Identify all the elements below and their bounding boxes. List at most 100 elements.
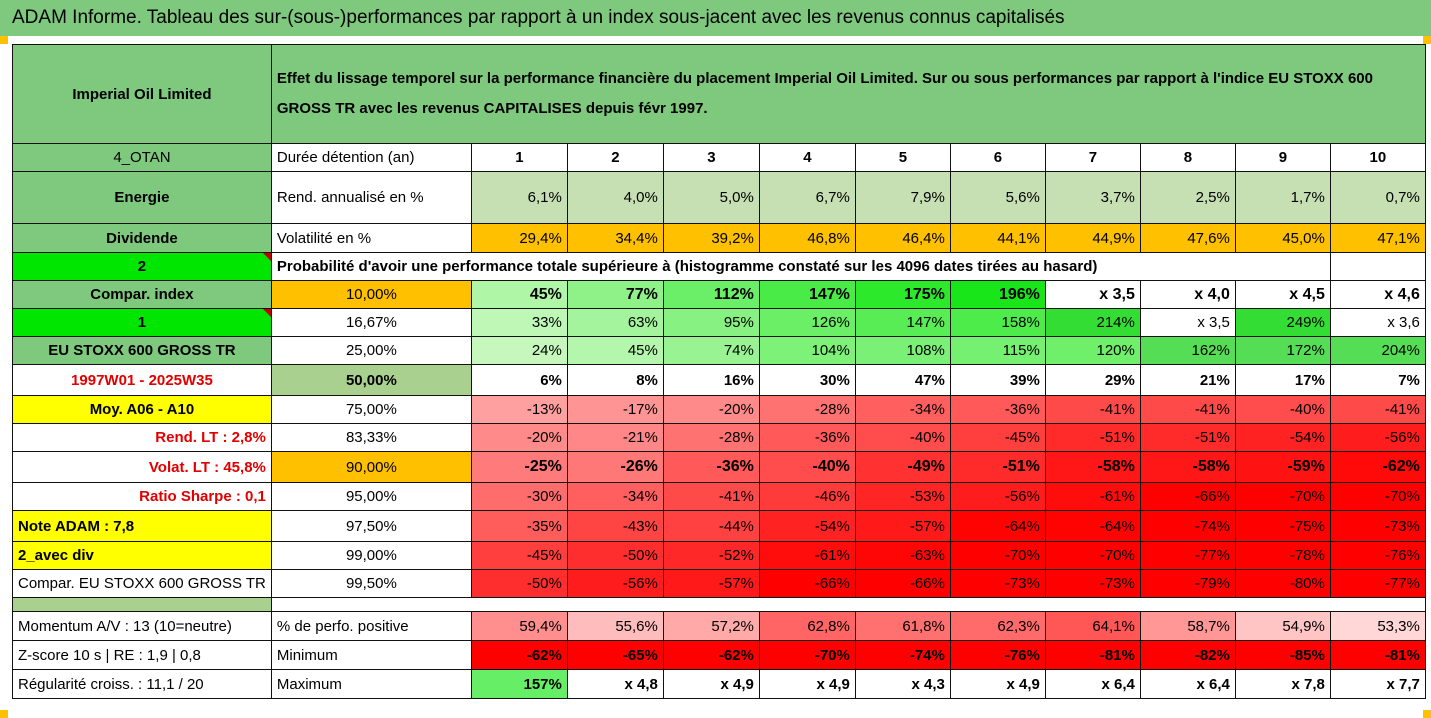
quantile-value: -28% bbox=[758, 395, 856, 424]
quantile-value: -54% bbox=[758, 510, 856, 542]
positive-performance-value: 64,1% bbox=[1044, 611, 1141, 641]
maximum-value: x 4,9 bbox=[949, 669, 1046, 699]
quantile-value: 162% bbox=[1139, 336, 1236, 365]
quantile-value: -79% bbox=[1139, 569, 1236, 598]
positive-performance-value: 54,9% bbox=[1234, 611, 1331, 641]
return-label: Rend. annualisé en % bbox=[270, 171, 472, 224]
quantile-value: x 4,6 bbox=[1329, 280, 1426, 309]
quantile-value: x 4,0 bbox=[1139, 280, 1236, 309]
quantile-value: -57% bbox=[854, 510, 951, 542]
return-value: 6,1% bbox=[470, 171, 568, 224]
quantile-row: Rend. LT : 2,8% 83,33% -20% -21% -28% -36% -40… bbox=[12, 423, 1426, 452]
quantile-value: -56% bbox=[1329, 423, 1426, 452]
summary-row: Z-score 10 s | RE : 1,9 | 0,8 Minimum -62%… bbox=[12, 640, 1426, 670]
quantile-value: -64% bbox=[1044, 510, 1141, 542]
quantile-value: -52% bbox=[662, 541, 760, 570]
minimum-value: -81% bbox=[1329, 640, 1426, 670]
quantile-value: -50% bbox=[470, 569, 568, 598]
return-value: 3,7% bbox=[1044, 171, 1141, 224]
long-term-return: Rend. LT : 2,8% bbox=[12, 423, 272, 452]
return-value: 7,9% bbox=[854, 171, 951, 224]
quantile-value: 8% bbox=[566, 364, 664, 396]
quantile-value: 196% bbox=[949, 280, 1046, 309]
volatility-value: 39,2% bbox=[662, 223, 760, 253]
minimum-value: -85% bbox=[1234, 640, 1331, 670]
adam-score: Note ADAM : 7,8 bbox=[12, 510, 272, 542]
quantile-value: -41% bbox=[1139, 395, 1236, 424]
quantile-value: 172% bbox=[1234, 336, 1331, 365]
separator-cell bbox=[270, 597, 1426, 612]
year-header: 2 bbox=[566, 143, 664, 172]
quantile-value: -78% bbox=[1234, 541, 1331, 570]
quantile-value: -70% bbox=[949, 541, 1046, 570]
quantile-value: -53% bbox=[854, 482, 951, 511]
years-row: 4_OTAN Durée détention (an) 1 2 3 4 5 6 7 8 9 10 bbox=[12, 143, 1426, 172]
quantile-row: Compar. EU STOXX 600 GROSS TR 99,50% -50% -… bbox=[12, 569, 1426, 598]
minimum-value: -70% bbox=[758, 640, 856, 670]
corner-marker bbox=[1423, 36, 1431, 44]
quantile-value: -80% bbox=[1234, 569, 1331, 598]
maximum-value: 157% bbox=[470, 669, 568, 699]
quantile-value: -66% bbox=[1139, 482, 1236, 511]
year-header: 10 bbox=[1329, 143, 1426, 172]
volatility-value: 34,4% bbox=[566, 223, 664, 253]
volatility-row: Dividende Volatilité en % 29,4% 34,4% 39,2… bbox=[12, 223, 1426, 253]
quantile-value: 24% bbox=[470, 336, 568, 365]
growth-regularity: Régularité croiss. : 11,1 / 20 bbox=[12, 669, 272, 699]
quantile-value: 104% bbox=[758, 336, 856, 365]
maximum-value: x 7,7 bbox=[1329, 669, 1426, 699]
minimum-value: -82% bbox=[1139, 640, 1236, 670]
quantile-probability: 90,00% bbox=[270, 451, 472, 483]
quantile-value: -75% bbox=[1234, 510, 1331, 542]
years-label: Durée détention (an) bbox=[270, 143, 472, 172]
quantile-value: -49% bbox=[854, 451, 951, 483]
sharpe-ratio: Ratio Sharpe : 0,1 bbox=[12, 482, 272, 511]
quantile-value: x 3,5 bbox=[1139, 308, 1236, 337]
quantile-value: 147% bbox=[758, 280, 856, 309]
year-header: 6 bbox=[949, 143, 1046, 172]
quantile-value: -41% bbox=[1329, 395, 1426, 424]
quantile-value: -59% bbox=[1234, 451, 1331, 483]
year-header: 8 bbox=[1139, 143, 1236, 172]
quantile-probability: 10,00% bbox=[270, 280, 472, 309]
quantile-value: -66% bbox=[758, 569, 856, 598]
quantile-value: -45% bbox=[949, 423, 1046, 452]
quantile-row: 1997W01 - 2025W35 50,00% 6% 8% 16% 30% 47% 39% 2… bbox=[12, 364, 1426, 396]
maximum-value: x 6,4 bbox=[1139, 669, 1236, 699]
quantile-value: 214% bbox=[1044, 308, 1141, 337]
quantile-value: 47% bbox=[854, 364, 951, 396]
quantile-value: -64% bbox=[949, 510, 1046, 542]
quantile-probability: 83,33% bbox=[270, 423, 472, 452]
quantile-row: Compar. index 10,00% 45% 77% 112% 147% 175% 196… bbox=[12, 280, 1426, 309]
positive-performance-value: 53,3% bbox=[1329, 611, 1426, 641]
quantile-value: -34% bbox=[854, 395, 951, 424]
positive-performance-value: 61,8% bbox=[854, 611, 951, 641]
average-label: Moy. A06 - A10 bbox=[12, 395, 272, 424]
volatility-value: 46,4% bbox=[854, 223, 951, 253]
quantile-value: -62% bbox=[1329, 451, 1426, 483]
quantile-value: 120% bbox=[1044, 336, 1141, 365]
year-header: 1 bbox=[470, 143, 568, 172]
quantile-value: -50% bbox=[566, 541, 664, 570]
quantile-value: 29% bbox=[1044, 364, 1141, 396]
quantile-value: 249% bbox=[1234, 308, 1331, 337]
quantile-value: -61% bbox=[1044, 482, 1141, 511]
summary-row: Momentum A/V : 13 (10=neutre)% de perfo.… bbox=[12, 611, 1426, 641]
quantile-value: 63% bbox=[566, 308, 664, 337]
minimum-value: -62% bbox=[470, 640, 568, 670]
with-dividend-label: 2_avec div bbox=[12, 541, 272, 570]
corner-marker bbox=[1423, 710, 1431, 718]
return-value: 2,5% bbox=[1139, 171, 1236, 224]
return-value: 6,7% bbox=[758, 171, 856, 224]
positive-performance-value: 58,7% bbox=[1139, 611, 1236, 641]
probability-title: Probabilité d'avoir une performance tota… bbox=[270, 252, 1236, 281]
dividend-label: Dividende bbox=[12, 223, 272, 253]
quantile-value: -36% bbox=[662, 451, 760, 483]
quantile-value: 77% bbox=[566, 280, 664, 309]
quantile-value: 45% bbox=[566, 336, 664, 365]
year-header: 3 bbox=[662, 143, 760, 172]
quantile-value: x 4,5 bbox=[1234, 280, 1331, 309]
maximum-value: x 7,8 bbox=[1234, 669, 1331, 699]
volatility-value: 47,6% bbox=[1139, 223, 1236, 253]
volatility-value: 46,8% bbox=[758, 223, 856, 253]
